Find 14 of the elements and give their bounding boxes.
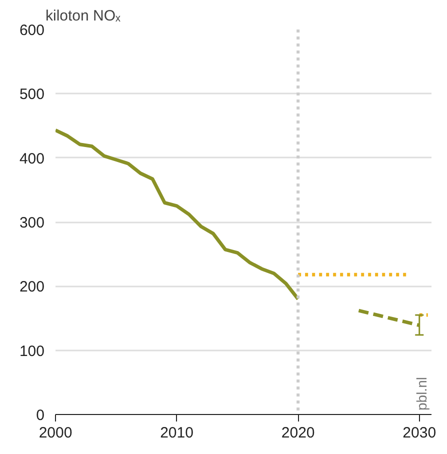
y-tick-label: 300: [19, 214, 45, 232]
y-axis-title: kiloton NOₓ: [46, 8, 121, 24]
x-tick-label: 2020: [281, 424, 315, 442]
y-tick-label: 400: [19, 150, 45, 168]
y-tick-label: 100: [19, 342, 45, 360]
y-tick-label: 200: [19, 278, 45, 296]
x-tick-label: 2030: [402, 424, 436, 442]
line-series: [56, 128, 300, 301]
x-tick-label: 2000: [38, 424, 72, 442]
y-tick-label: 500: [19, 86, 45, 104]
x-tick-label: 2010: [160, 424, 194, 442]
annotation: pbl.nl: [414, 377, 430, 410]
y-tick-label: 600: [19, 22, 45, 39]
y-tick-label: 0: [36, 407, 44, 424]
